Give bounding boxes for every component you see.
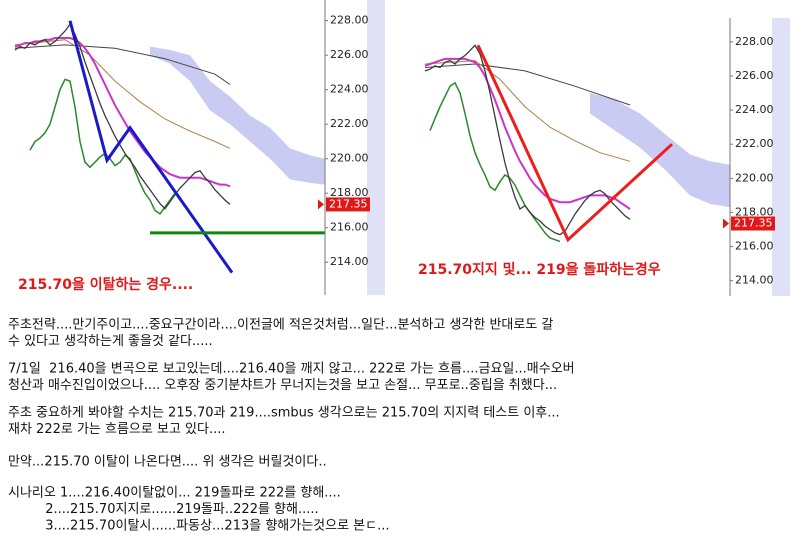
y-tick-label: 226.00 xyxy=(330,48,369,61)
body-line: 시나리오 1....216.40이탈없이... 219돌파로 222를 향해..… xyxy=(8,486,341,501)
y-tick-label: 222.00 xyxy=(735,137,774,150)
moving-average xyxy=(14,44,231,85)
y-tick-label: 224.00 xyxy=(330,83,369,96)
annotation: 215.70지지 및... 219을 돌파하는경우 xyxy=(418,261,661,278)
body-line: 2....215.70지지로......219돌파..222를 향해..... xyxy=(8,502,319,517)
body-line: 재차 222로 가는 흐름으로 보고 있다.... xyxy=(8,422,225,437)
body-line: 3....215.70이탈시......파동상...213을 향해가는것으로 본… xyxy=(8,519,390,534)
y-tick-label: 216.00 xyxy=(330,221,369,234)
y-tick-label: 218.00 xyxy=(330,186,369,199)
overlay-line xyxy=(429,81,561,243)
moving-average xyxy=(424,63,631,106)
y-tick-label: 222.00 xyxy=(330,117,369,130)
cloud xyxy=(150,46,325,185)
y-tick-label: 228.00 xyxy=(330,14,369,27)
cloud xyxy=(590,93,730,208)
y-tick-label: 220.00 xyxy=(735,171,774,184)
body-line: 수 있다고 생각하는게 좋을것 같다..... xyxy=(8,334,213,349)
trend-line xyxy=(476,44,674,243)
price-box xyxy=(731,216,775,231)
trend-line xyxy=(68,20,234,274)
y-tick-label: 226.00 xyxy=(735,69,774,82)
price-pointer xyxy=(723,218,729,229)
moving-average xyxy=(14,39,231,149)
y-tick-label: 214.00 xyxy=(330,255,369,268)
overlay-line xyxy=(14,37,231,188)
y-tick-label: 216.00 xyxy=(735,240,774,253)
axis-strip xyxy=(367,0,385,295)
body-line: 주초 중요하게 봐야할 수치는 215.70과 219....smbus 생각으… xyxy=(8,406,560,421)
axis-strip xyxy=(772,18,790,296)
price-line xyxy=(14,22,231,210)
price-pointer xyxy=(318,199,324,210)
annotation: 215.70을 이탈하는 경우.... xyxy=(18,276,193,293)
overlay-line xyxy=(29,78,176,215)
body-line: 주초전략....만기주이고....중요구간이라....이전글에 적은것처럼...… xyxy=(8,318,553,333)
body-line: 청산과 매수진입이었으나.... 오후장 중기분챠트가 무너지는것을 보고 손절… xyxy=(8,377,557,393)
body-line: 7/1일 216.40을 변곡으로 보고있는데....216.40을 깨지 않고… xyxy=(8,362,575,377)
price-label: 217.35 xyxy=(329,197,368,210)
y-tick-label: 214.00 xyxy=(735,274,774,287)
moving-average xyxy=(424,60,631,162)
price-line xyxy=(424,44,631,236)
price-label: 217.35 xyxy=(734,217,773,230)
price-box xyxy=(326,197,370,212)
y-tick-label: 224.00 xyxy=(735,103,774,116)
y-tick-label: 228.00 xyxy=(735,35,774,48)
y-tick-label: 220.00 xyxy=(330,152,369,165)
body-line: 만약...215.70 이탈이 나온다면.... 위 생각은 버릴것이다.. xyxy=(8,455,327,470)
y-tick-label: 218.00 xyxy=(735,205,774,218)
